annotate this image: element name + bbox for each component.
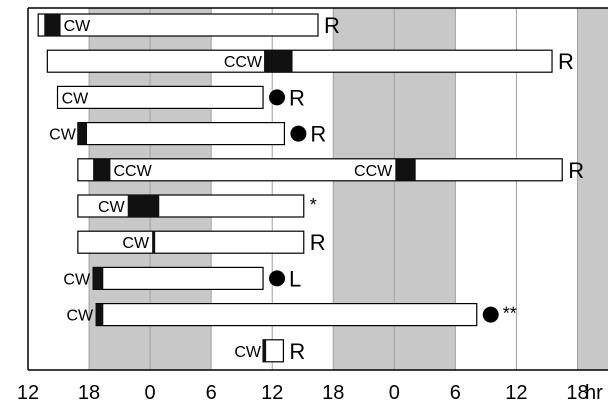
row-suffix-label: R xyxy=(310,230,326,255)
activity-onset-mark xyxy=(152,231,156,254)
row-suffix-label: L xyxy=(289,266,301,291)
activity-onset-mark xyxy=(263,339,267,362)
x-tick-label: 12 xyxy=(261,382,283,404)
row-suffix-label: R xyxy=(289,85,305,110)
recording-bar xyxy=(77,158,563,182)
activity-onset-mark xyxy=(44,14,61,36)
direction-label: CW xyxy=(49,127,77,144)
recording-bar xyxy=(46,49,553,73)
row-suffix-label: R xyxy=(324,13,340,38)
activity-onset-mark xyxy=(96,303,104,326)
dot-marker xyxy=(482,306,499,323)
x-tick-label: 6 xyxy=(206,382,217,404)
recording-rows: CW R CCW R CW R CW R CCW CCW R CW * CW R CW L CW ** CW R xyxy=(37,13,584,364)
recording-bar xyxy=(92,266,264,290)
row-suffix-label: * xyxy=(310,195,317,215)
activity-onset-mark xyxy=(264,50,293,73)
activity-onset-mark xyxy=(93,158,111,181)
activity-onset-mark xyxy=(395,158,416,181)
recording-bar xyxy=(77,121,286,146)
activity-onset-mark xyxy=(93,267,104,290)
x-axis-ticks: 12 18 0 6 12 18 0 6 12 18 xyxy=(17,382,589,404)
direction-label: CCW xyxy=(354,163,393,180)
direction-label: CW xyxy=(98,199,126,216)
dot-marker xyxy=(269,270,286,287)
x-axis-unit: hr xyxy=(585,382,603,404)
activity-onset-mark xyxy=(127,195,160,217)
direction-label: CW xyxy=(234,344,262,361)
direction-label: CW xyxy=(66,308,94,325)
recording-bar xyxy=(95,303,478,327)
direction-label: CCW xyxy=(224,54,263,71)
x-tick-label: 0 xyxy=(145,382,156,404)
x-tick-label: 18 xyxy=(566,382,588,404)
activity-onset-mark xyxy=(77,122,88,145)
x-tick-label: 12 xyxy=(505,382,527,404)
x-tick-label: 0 xyxy=(389,382,400,404)
direction-label: CW xyxy=(122,235,150,252)
plot-frame xyxy=(27,7,608,371)
direction-label: CW xyxy=(63,271,91,288)
x-tick-label: 18 xyxy=(78,382,100,404)
direction-label: CCW xyxy=(113,163,152,180)
x-tick-label: 18 xyxy=(322,382,344,404)
direction-label: CW xyxy=(64,18,92,35)
direction-label: CW xyxy=(62,90,90,107)
row-suffix-label: R xyxy=(310,122,326,147)
row-suffix-label: R xyxy=(558,49,574,74)
row-suffix-label: R xyxy=(289,339,305,364)
x-tick-label: 12 xyxy=(17,382,39,404)
row-suffix-label: R xyxy=(568,158,584,183)
recording-bar xyxy=(37,13,319,37)
recording-bar xyxy=(77,230,305,254)
recording-bar xyxy=(56,85,264,110)
x-tick-label: 6 xyxy=(450,382,461,404)
dot-marker xyxy=(269,89,286,106)
row-suffix-label: ** xyxy=(503,304,517,324)
dot-marker xyxy=(290,125,307,142)
dark-band-2 xyxy=(577,8,608,370)
